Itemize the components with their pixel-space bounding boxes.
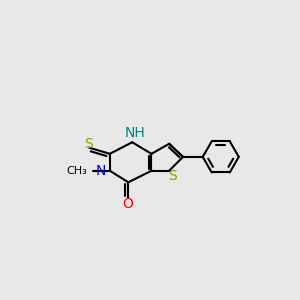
Text: S: S	[168, 169, 177, 183]
Text: NH: NH	[124, 126, 145, 140]
Text: N: N	[95, 164, 106, 178]
Text: S: S	[84, 137, 93, 151]
Text: O: O	[122, 197, 133, 211]
Text: CH₃: CH₃	[66, 166, 87, 176]
